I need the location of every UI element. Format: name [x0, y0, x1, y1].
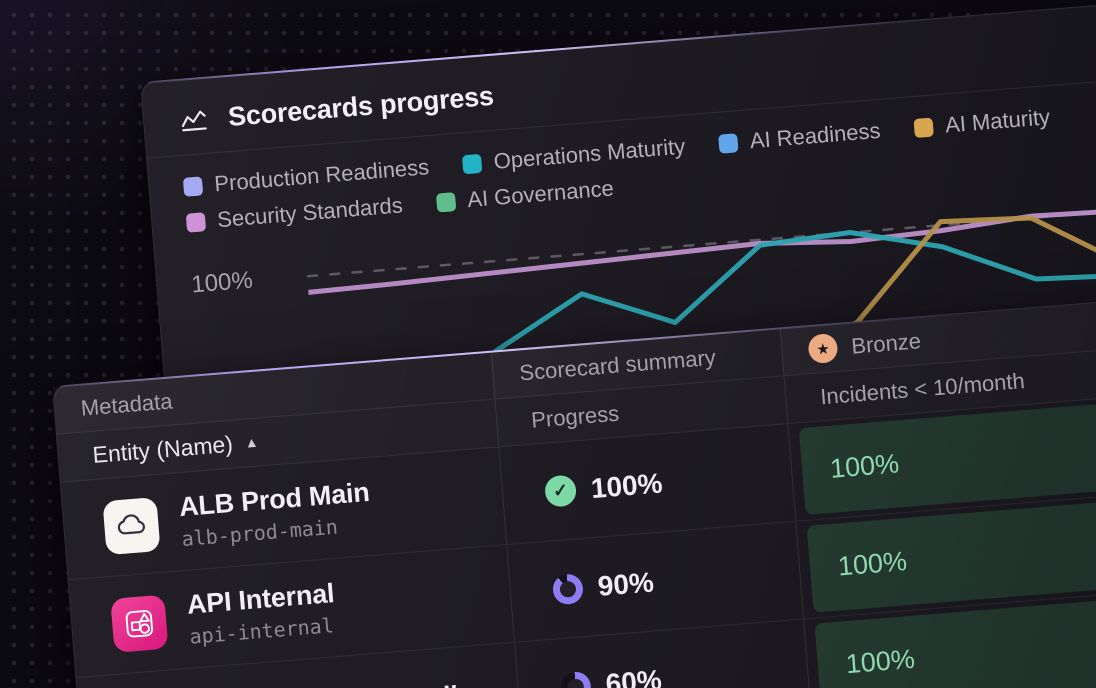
chart-title: Scorecards progress [226, 80, 495, 132]
sort-ascending-icon[interactable]: ▲ [244, 433, 260, 451]
table-row-entity-cell[interactable]: API Internal api-internal [68, 545, 516, 678]
legend-label: Operations Maturity [492, 133, 687, 174]
group-header-label: Scorecard summary [518, 344, 717, 385]
entity-text: API Internal api-internal [186, 579, 338, 649]
legend-label: AI Governance [466, 175, 615, 213]
progress-value: 100% [589, 466, 664, 504]
progress-value: 90% [596, 565, 655, 602]
legend-item[interactable]: AI Maturity [913, 104, 1051, 141]
progress-ring-icon [559, 670, 592, 688]
column-header-label: Entity (Name) [91, 430, 234, 468]
cloud-icon [102, 496, 161, 555]
shapes-icon [110, 594, 169, 653]
line-chart-icon [181, 110, 207, 131]
legend-swatch-icon [718, 132, 739, 154]
entity-name: Analytics Read Replica [195, 678, 489, 688]
incidents-value: 100% [844, 643, 916, 680]
scorecard-table: Metadata Scorecard summary ★ Bronze Enti… [53, 290, 1096, 688]
y-axis-100-label: 100% [190, 266, 254, 299]
bronze-star-icon: ★ [807, 332, 839, 365]
group-header-label: Metadata [79, 387, 174, 421]
legend-label: Production Readiness [213, 154, 430, 197]
progress-value: 60% [604, 663, 663, 688]
column-header-label: Incidents < 10/month [819, 367, 1026, 409]
table-row-entity-cell[interactable]: ALB Prod Main alb-prod-main [60, 447, 508, 581]
progress-ring-icon [551, 572, 585, 605]
legend-label: AI Readiness [748, 117, 882, 154]
chart-header: Scorecards progress [141, 0, 1096, 159]
legend-swatch-icon [182, 175, 204, 197]
chart-line-operations-maturity [492, 230, 1096, 354]
legend-item[interactable]: AI Governance [435, 175, 615, 215]
scorecard-table-panel: Metadata Scorecard summary ★ Bronze Enti… [52, 289, 1096, 688]
group-header-label: Bronze [850, 327, 922, 359]
legend-swatch-icon [913, 117, 934, 138]
legend-item[interactable]: Operations Maturity [462, 134, 686, 178]
legend-label: Security Standards [216, 192, 404, 233]
incidents-value: 100% [836, 546, 909, 582]
legend-item[interactable]: Security Standards [185, 192, 404, 235]
legend-label: AI Maturity [944, 104, 1051, 138]
column-header-label: Progress [530, 400, 621, 433]
check-circle-icon: ✓ [543, 474, 578, 508]
legend-swatch-icon [185, 211, 207, 233]
legend-item[interactable]: AI Readiness [718, 118, 881, 157]
entity-text: Analytics Read Replica [195, 678, 489, 688]
legend-swatch-icon [435, 191, 457, 213]
entity-text: ALB Prod Main alb-prod-main [178, 477, 373, 550]
incidents-value: 100% [828, 448, 901, 484]
legend-swatch-icon [462, 153, 483, 174]
